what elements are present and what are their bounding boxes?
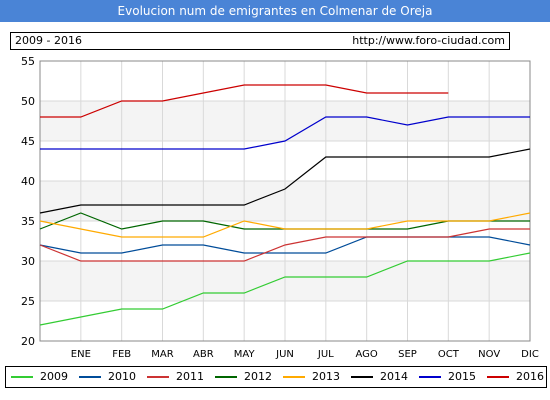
y-tick-label: 55 — [21, 55, 35, 68]
legend-swatch — [283, 376, 305, 378]
legend-swatch — [147, 376, 169, 378]
legend-label: 2014 — [380, 370, 408, 383]
period-label: 2009 - 2016 — [15, 34, 82, 47]
plot-border — [39, 60, 531, 342]
chart-title: Evolucion num de emigrantes en Colmenar … — [0, 0, 550, 22]
series-line-2009 — [39, 252, 531, 326]
y-tick-label: 25 — [21, 295, 35, 308]
x-tick-label: JUL — [317, 349, 334, 360]
series-line-2014 — [39, 148, 531, 214]
series-line-2013 — [39, 212, 531, 238]
y-tick-label: 50 — [21, 95, 35, 108]
series-line-2015 — [40, 116, 530, 150]
x-tick-label: MAR — [151, 349, 173, 360]
x-tick-label: MAY — [234, 349, 256, 360]
legend-label: 2009 — [40, 370, 68, 383]
x-tick-label: DIC — [521, 349, 539, 360]
legend-label: 2011 — [176, 370, 204, 383]
x-tick-label: SEP — [398, 349, 417, 360]
series-line-2011 — [39, 228, 530, 262]
x-tick-label: FEB — [112, 349, 131, 360]
legend-swatch — [419, 376, 441, 378]
y-tick-label: 30 — [21, 255, 35, 268]
y-tick-label: 20 — [21, 335, 35, 348]
x-tick-label: AGO — [356, 349, 378, 360]
legend-swatch — [487, 376, 509, 378]
y-tick-label: 35 — [21, 215, 35, 228]
legend-swatch — [351, 376, 373, 378]
legend-swatch — [215, 376, 237, 378]
x-tick-label: OCT — [438, 349, 460, 360]
y-tick-label: 45 — [21, 135, 35, 148]
series-line-2016 — [40, 84, 449, 118]
x-tick-label: JUN — [275, 349, 294, 360]
info-bar: 2009 - 2016 http://www.foro-ciudad.com — [10, 32, 510, 50]
x-tick-label: NOV — [478, 349, 500, 360]
legend-label: 2013 — [312, 370, 340, 383]
y-tick-label: 40 — [21, 175, 35, 188]
x-tick-label: ENE — [71, 349, 91, 360]
x-tick-label: ABR — [193, 349, 214, 360]
legend-label: 2010 — [108, 370, 136, 383]
legend-swatch — [11, 376, 33, 378]
chart-legend: 2009 2010 2011 2012 2013 2014 2015 2016 — [5, 366, 547, 388]
legend-label: 2012 — [244, 370, 272, 383]
legend-label: 2015 — [448, 370, 476, 383]
legend-label: 2016 — [516, 370, 544, 383]
legend-swatch — [79, 376, 101, 378]
source-url: http://www.foro-ciudad.com — [352, 34, 505, 47]
